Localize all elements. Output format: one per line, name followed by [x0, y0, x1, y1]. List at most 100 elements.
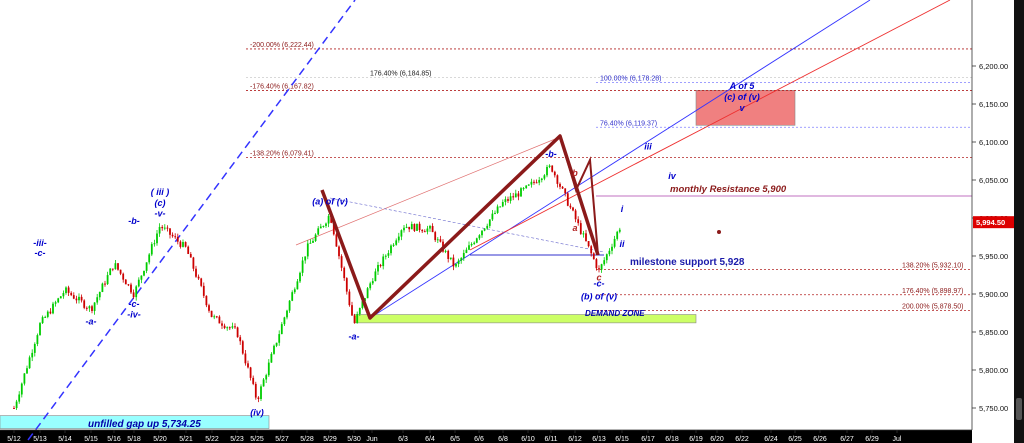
resistance-trendline — [469, 0, 951, 251]
candle-body — [533, 181, 535, 183]
candle-body — [559, 183, 561, 187]
time-tick-label: 6/15 — [615, 436, 629, 443]
fib-level-label: 176.40% (6,184.85) — [370, 71, 432, 78]
candle-body — [322, 225, 325, 227]
time-tick-label: 5/12 — [7, 436, 21, 443]
candle-body — [592, 253, 595, 260]
candle-body — [405, 226, 408, 228]
fib-level-label: 176.40% (5,898.97) — [902, 288, 964, 295]
candle-body — [470, 243, 473, 246]
candle-body — [613, 238, 616, 247]
candle-body — [397, 236, 400, 241]
candle-body — [189, 253, 192, 258]
candle-body — [156, 233, 158, 244]
candle-body — [80, 296, 83, 301]
candle-body — [247, 363, 249, 368]
candle-body — [171, 234, 174, 237]
abc-correction-line — [559, 135, 599, 256]
wave-label: -c- — [594, 278, 605, 288]
time-tick-label: Jun — [366, 436, 377, 443]
price-tick-label: 5,950.00 — [979, 252, 1008, 261]
candle-body — [88, 306, 91, 309]
candle-body — [59, 296, 62, 299]
candle-body — [114, 263, 117, 270]
candle-body — [460, 258, 463, 261]
candle-body — [572, 207, 574, 211]
wave-label: ( iii ) — [151, 187, 170, 197]
wave-label: -c- — [35, 248, 46, 258]
candle-body — [169, 228, 171, 235]
time-tick-label: 6/18 — [665, 436, 679, 443]
target-zone-box — [695, 90, 796, 126]
candle-body — [390, 245, 392, 254]
candle-body — [226, 327, 229, 329]
candle-body — [553, 171, 556, 176]
time-tick-label: 5/18 — [127, 436, 141, 443]
candle-body — [585, 233, 587, 242]
candle-body — [57, 298, 60, 303]
projection-line — [329, 197, 605, 253]
candle-body — [587, 241, 590, 247]
candle-body — [54, 302, 57, 304]
candle-body — [338, 246, 340, 257]
wave-label: (a) of (v) — [312, 196, 348, 206]
candle-body — [67, 287, 70, 293]
time-tick-label: 6/13 — [592, 436, 606, 443]
candle-body — [416, 223, 418, 231]
candle-body — [566, 193, 569, 206]
candle-body — [600, 264, 603, 270]
candle-body — [109, 268, 112, 276]
candle-body — [83, 300, 86, 308]
time-tick-label: 6/4 — [425, 436, 435, 443]
candle-body — [106, 275, 109, 285]
candle-body — [184, 242, 187, 247]
candle-body — [340, 256, 343, 268]
wave-label: iii — [644, 142, 652, 152]
candle-body — [382, 256, 385, 267]
candle-body — [252, 377, 255, 384]
candle-body — [296, 281, 299, 290]
candle-body — [439, 239, 442, 242]
time-tick-label: 5/25 — [250, 436, 264, 443]
candle-body — [314, 234, 317, 241]
candle-body — [239, 337, 242, 342]
candle-body — [447, 250, 450, 259]
time-tick-label: 5/29 — [323, 436, 337, 443]
candle-body — [195, 268, 197, 277]
candle-body — [507, 199, 509, 201]
candle-body — [455, 263, 457, 267]
candle-body — [488, 219, 491, 226]
price-tick-label: 5,750.00 — [979, 404, 1008, 413]
time-tick-label: 5/15 — [84, 436, 98, 443]
candle-body — [166, 227, 169, 229]
candle-body — [18, 394, 21, 402]
channel-top-line — [295, 136, 561, 246]
candle-body — [44, 316, 47, 318]
wave-label: i — [621, 204, 624, 214]
candle-body — [299, 272, 301, 282]
candle-body — [522, 188, 525, 190]
candle-body — [356, 314, 359, 323]
unfilled-gap-box — [0, 415, 270, 429]
candle-body — [514, 193, 517, 198]
candle-body — [249, 367, 252, 378]
candle-body — [205, 295, 208, 306]
wave-label: b — [572, 168, 578, 178]
last-price-label: 5,994.50 — [976, 218, 1005, 227]
fib-level-label: -176.40% (6,167.82) — [250, 83, 314, 90]
candle-body — [395, 240, 398, 245]
candle-body — [213, 316, 216, 318]
fib-level-label: 138.20% (5,932.10) — [902, 263, 964, 270]
time-tick-label: 6/19 — [689, 436, 703, 443]
candle-body — [153, 243, 156, 245]
candle-body — [174, 236, 177, 238]
time-tick-label: 6/5 — [450, 436, 460, 443]
candle-body — [374, 271, 377, 282]
wave-label: -iii- — [33, 238, 47, 248]
candle-body — [98, 291, 101, 298]
candle-body — [561, 186, 564, 189]
candle-body — [535, 182, 538, 184]
time-tick-label: 6/8 — [498, 436, 508, 443]
candle-body — [78, 296, 80, 301]
candle-body — [158, 226, 161, 234]
